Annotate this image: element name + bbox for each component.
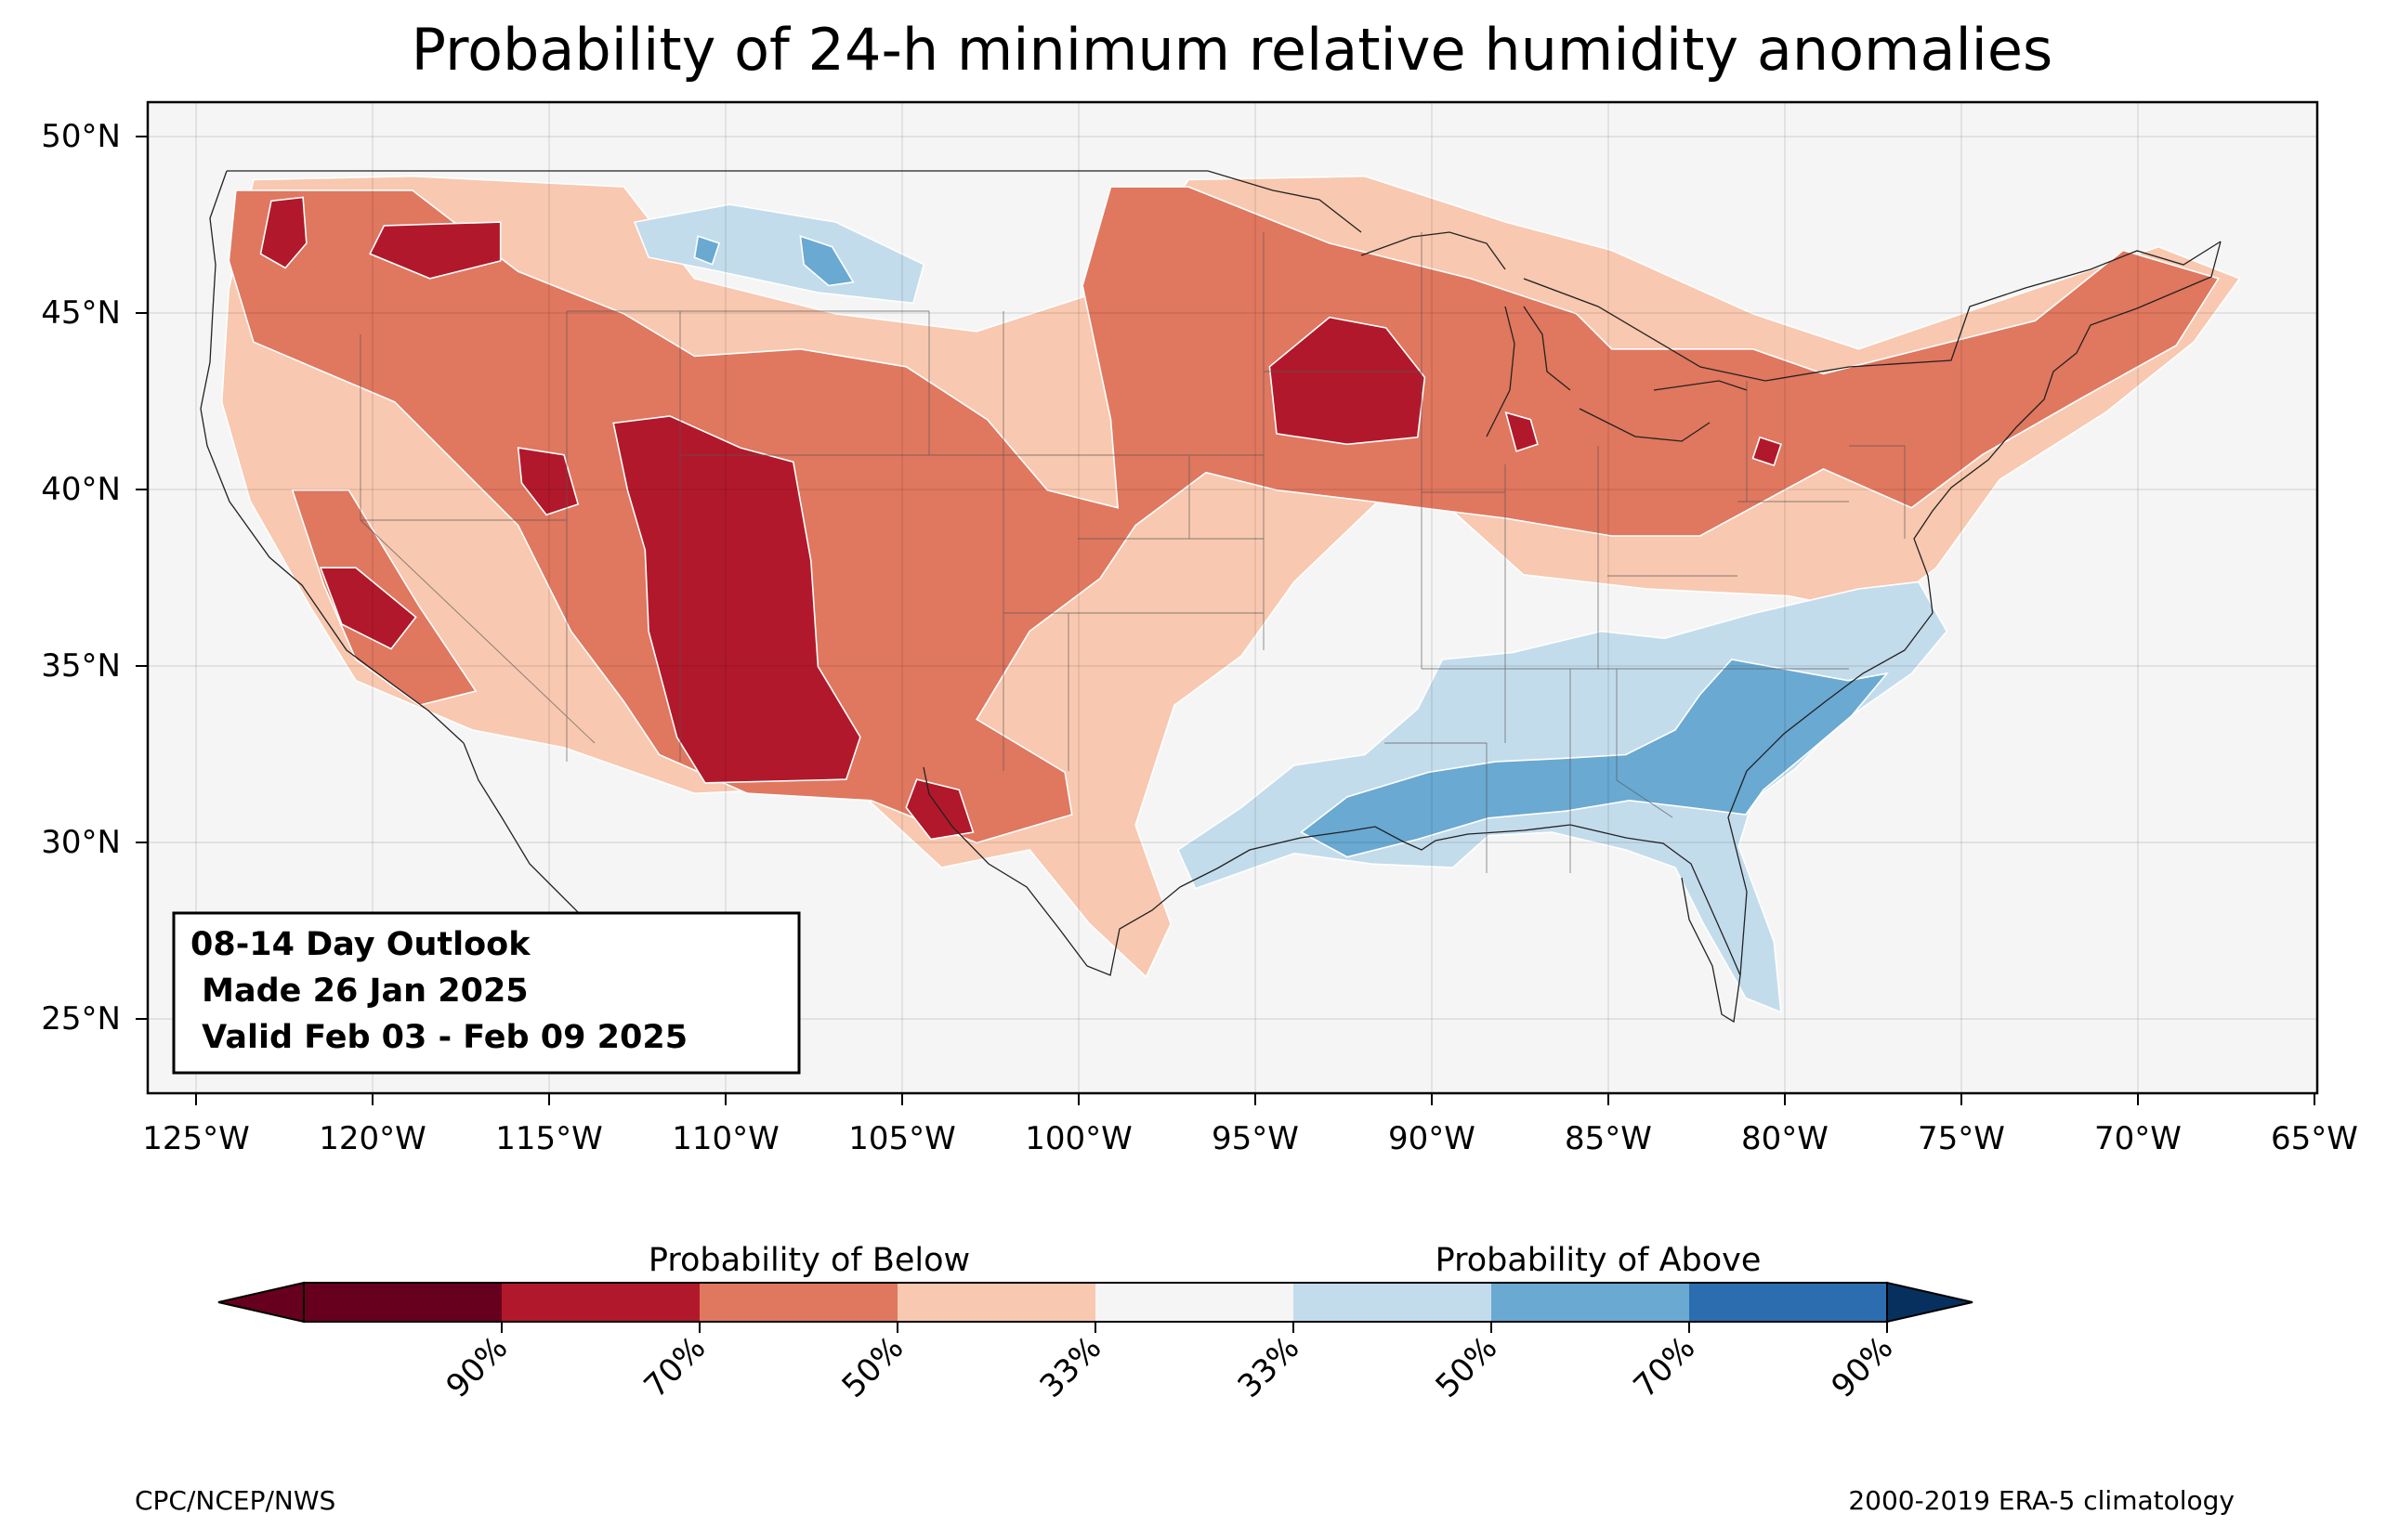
- outlook-info-box: 08-14 Day Outlook Made 26 Jan 2025 Valid…: [172, 911, 801, 1075]
- colorbar-swatches: [217, 1281, 1973, 1324]
- colorbar-tick-label: 50%: [1429, 1329, 1505, 1405]
- outlook-period: 08-14 Day Outlook: [190, 926, 531, 963]
- colorbar-tick-label: 33%: [1231, 1329, 1307, 1405]
- colorbar-swatch: [304, 1283, 502, 1322]
- us-west-coast-line: [200, 170, 465, 744]
- colorbar-swatch: [898, 1283, 1095, 1322]
- state-lines: [360, 232, 1906, 873]
- canada-border-line: [227, 170, 2222, 382]
- lon-tick-label: 75°W: [1918, 1120, 2005, 1157]
- lon-tick-label: 110°W: [672, 1120, 780, 1157]
- colorbar-swatch: [1095, 1283, 1293, 1322]
- atlantic-coast-line: [1727, 241, 2222, 976]
- region-below-70: [517, 447, 580, 516]
- graticule: [148, 102, 2317, 1093]
- colorbar-tick-label: 90%: [1825, 1329, 1901, 1405]
- colorbar-swatch: [502, 1283, 700, 1322]
- lat-tick-label: 35°N: [41, 647, 121, 685]
- lon-tick-label: 70°W: [2094, 1120, 2182, 1157]
- colorbar-extend-low: [217, 1281, 305, 1324]
- lat-axis: 50°N 45°N 40°N 35°N 30°N 25°N: [41, 118, 121, 1038]
- region-below-70: [1504, 411, 1539, 452]
- colorbar-tick-label: 70%: [637, 1329, 714, 1405]
- outlook-made-date: Made 26 Jan 2025: [190, 972, 529, 1010]
- lon-tick-label: 125°W: [142, 1120, 250, 1157]
- outlook-valid-range: Valid Feb 03 - Feb 09 2025: [190, 1019, 688, 1056]
- colorbar-swatch: [1491, 1283, 1689, 1322]
- gulf-coast-line: [923, 766, 1741, 1024]
- lat-tick-label: 50°N: [41, 118, 121, 155]
- state-lines-layer: [360, 232, 1906, 873]
- lon-tick-label: 65°W: [2271, 1120, 2358, 1157]
- colorbar-above-label: Probability of Above: [1436, 1242, 1762, 1279]
- map-panel: 50°N 45°N 40°N 35°N 30°N 25°N 125°W 120°…: [41, 100, 2358, 1157]
- map-frame: [146, 100, 2319, 1095]
- lon-tick-label: 80°W: [1741, 1120, 1829, 1157]
- region-below-70: [369, 221, 502, 280]
- great-lakes-outline: [1360, 231, 1748, 442]
- lon-tick-label: 115°W: [495, 1120, 603, 1157]
- lon-tick-label: 95°W: [1212, 1120, 1299, 1157]
- credit-left: CPC/NCEP/NWS: [135, 1485, 335, 1516]
- region-below-70: [319, 567, 417, 650]
- lon-tick-label: 85°W: [1565, 1120, 1652, 1157]
- lon-tick-label: 120°W: [319, 1120, 426, 1157]
- colorbar-tick-label: 90%: [439, 1329, 516, 1405]
- colorbar-swatch: [1689, 1283, 1887, 1322]
- colorbar: Probability of Below Probability of Abov…: [217, 1242, 1973, 1405]
- region-above-50: [1300, 659, 1889, 858]
- colorbar-swatch: [1293, 1283, 1491, 1322]
- colorbar-tick-label: 50%: [835, 1329, 911, 1405]
- lat-tick-label: 25°N: [41, 1000, 121, 1038]
- probability-contours: [220, 175, 2241, 1013]
- outlook-box-frame: [172, 911, 801, 1075]
- colorbar-tick-label: 33%: [1033, 1329, 1109, 1405]
- colorbar-extend-high: [1886, 1281, 1973, 1324]
- colorbar-swatch: [700, 1283, 898, 1322]
- lon-tick-label: 105°W: [848, 1120, 956, 1157]
- region-below-70: [1268, 316, 1426, 446]
- region-above-50: [799, 235, 855, 287]
- region-below-70: [612, 415, 861, 784]
- colorbar-tick-label: 70%: [1627, 1329, 1703, 1405]
- lat-tick-label: 30°N: [41, 824, 121, 861]
- lat-ticks: [136, 136, 148, 1020]
- lon-axis: 125°W 120°W 115°W 110°W 105°W 100°W 95°W…: [142, 1120, 2358, 1157]
- lon-tick-label: 100°W: [1025, 1120, 1133, 1157]
- map-title: Probability of 24-h minimum relative hum…: [412, 16, 2053, 84]
- lon-ticks: [195, 1093, 2315, 1105]
- region-below-70: [259, 196, 308, 269]
- region-above-50: [693, 235, 721, 266]
- colorbar-tick-labels: 90% 70% 50% 33% 33% 50% 70% 90%: [439, 1322, 1901, 1405]
- lon-tick-label: 90°W: [1388, 1120, 1475, 1157]
- colorbar-below-label: Probability of Below: [649, 1242, 970, 1279]
- lat-tick-label: 45°N: [41, 294, 121, 332]
- credit-right: 2000-2019 ERA-5 climatology: [1848, 1485, 2235, 1516]
- lat-tick-label: 40°N: [41, 471, 121, 508]
- region-below-70: [1751, 436, 1782, 467]
